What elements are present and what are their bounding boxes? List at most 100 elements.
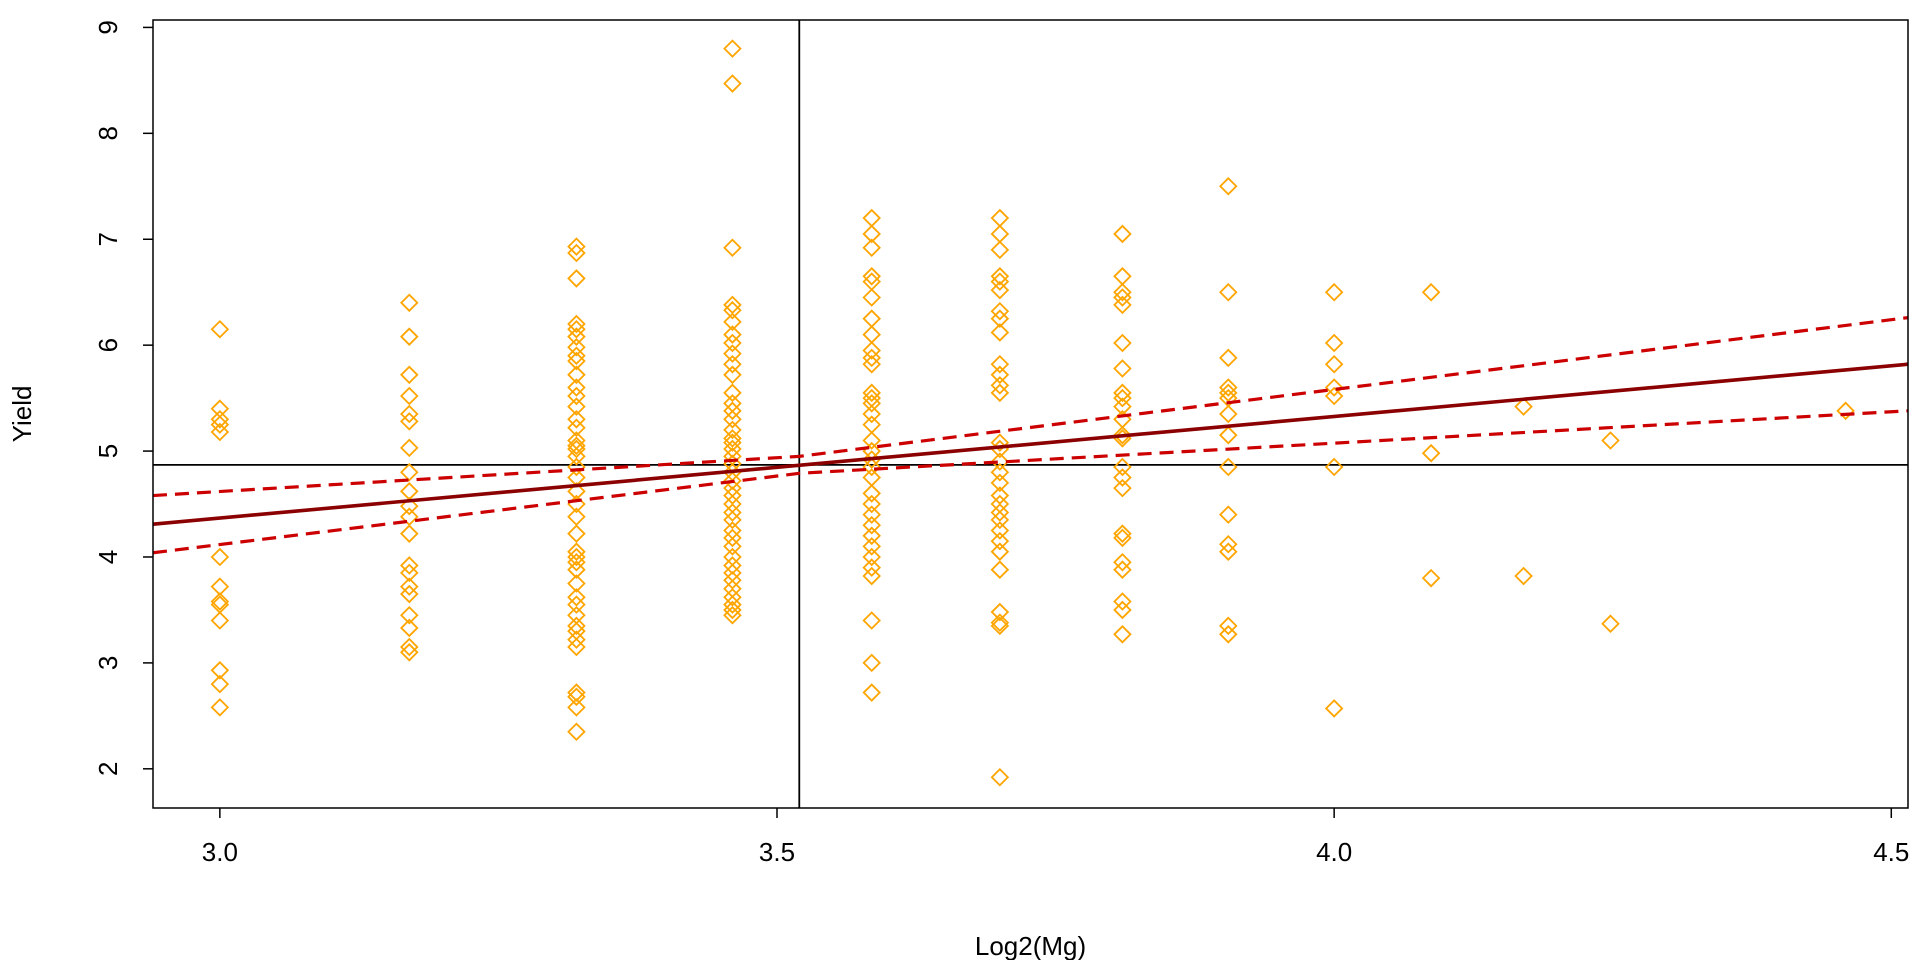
data-point xyxy=(210,399,230,418)
data-point xyxy=(1324,699,1344,718)
data-point xyxy=(862,267,881,286)
data-point xyxy=(990,503,1010,522)
data-point xyxy=(1113,425,1132,445)
data-point xyxy=(567,410,586,429)
data-point xyxy=(723,587,742,607)
data-point xyxy=(1514,397,1533,416)
data-point xyxy=(1324,457,1344,477)
reference-lines xyxy=(153,20,1908,808)
y-tick-label: 7 xyxy=(93,232,123,246)
data-point xyxy=(400,496,419,516)
data-point xyxy=(1324,282,1344,302)
data-point xyxy=(400,556,419,575)
data-point xyxy=(723,74,742,93)
data-point xyxy=(567,314,586,334)
x-tick-label: 4.5 xyxy=(1873,837,1909,867)
data-point xyxy=(1113,560,1132,579)
data-point xyxy=(567,547,586,567)
data-point xyxy=(1113,625,1132,644)
data-point xyxy=(990,602,1010,622)
data-point xyxy=(723,325,742,344)
data-point xyxy=(210,547,230,567)
data-point xyxy=(567,595,586,614)
data-point xyxy=(567,378,586,397)
data-point xyxy=(862,341,881,360)
data-point xyxy=(862,354,881,374)
data-point xyxy=(723,433,742,452)
data-point xyxy=(567,338,586,357)
data-point xyxy=(1113,388,1132,408)
data-point xyxy=(567,560,586,579)
data-point xyxy=(1219,404,1238,424)
data-point xyxy=(723,365,742,385)
data-point xyxy=(862,388,881,408)
data-point xyxy=(210,422,230,442)
data-point xyxy=(1219,177,1238,196)
data-point xyxy=(1113,468,1132,487)
data-point xyxy=(567,553,586,572)
data-point xyxy=(567,605,586,625)
data-point xyxy=(1113,478,1132,498)
data-point xyxy=(1113,524,1132,543)
data-point xyxy=(567,319,586,339)
data-point xyxy=(723,383,742,403)
data-point xyxy=(1421,568,1441,588)
data-point xyxy=(862,208,881,228)
data-point xyxy=(400,643,419,662)
data-point xyxy=(1113,383,1132,403)
data-point xyxy=(990,462,1010,482)
data-point xyxy=(723,312,742,332)
x-tick-label: 3.5 xyxy=(759,837,795,867)
data-point xyxy=(862,348,881,368)
data-point xyxy=(1113,359,1132,378)
data-point xyxy=(723,429,742,448)
data-point xyxy=(1324,378,1344,397)
data-point xyxy=(862,457,881,477)
data-point xyxy=(567,630,586,649)
data-point xyxy=(990,267,1010,286)
data-point xyxy=(400,386,419,406)
data-point xyxy=(862,683,881,702)
data-point xyxy=(1113,457,1132,477)
data-point xyxy=(1219,542,1238,561)
data-point xyxy=(567,418,586,438)
data-point xyxy=(723,528,742,548)
data-point xyxy=(567,351,586,371)
data-point xyxy=(567,243,586,263)
y-tick-label: 8 xyxy=(93,126,123,140)
data-point xyxy=(1514,566,1533,586)
data-point xyxy=(990,531,1010,551)
data-point xyxy=(990,452,1010,471)
data-point xyxy=(1113,224,1132,244)
data-point xyxy=(862,653,881,673)
data-point xyxy=(862,494,881,514)
data-point xyxy=(1219,383,1238,403)
y-tick-label: 2 xyxy=(93,762,123,776)
data-point xyxy=(1219,282,1238,302)
data-point xyxy=(1113,333,1132,353)
data-point xyxy=(210,661,230,680)
data-point xyxy=(990,240,1010,260)
data-point xyxy=(723,295,742,315)
data-point xyxy=(1113,592,1132,611)
data-point xyxy=(400,618,419,638)
data-point xyxy=(990,224,1010,244)
data-point xyxy=(723,344,742,363)
y-axis-title: Yield xyxy=(7,386,37,443)
data-point xyxy=(990,365,1010,385)
data-point xyxy=(1324,386,1344,406)
data-point xyxy=(567,269,586,288)
y-axis: 2 3 4 5 6 7 8 9 xyxy=(93,20,153,776)
data-point xyxy=(567,457,586,477)
data-point xyxy=(862,238,881,257)
data-point xyxy=(990,280,1010,300)
data-point xyxy=(862,558,881,577)
data-point xyxy=(1113,282,1132,302)
data-point xyxy=(400,404,419,424)
data-point xyxy=(567,447,586,466)
data-point xyxy=(1601,431,1620,450)
data-point xyxy=(567,386,586,406)
data-point xyxy=(862,394,881,413)
data-point xyxy=(990,560,1010,579)
